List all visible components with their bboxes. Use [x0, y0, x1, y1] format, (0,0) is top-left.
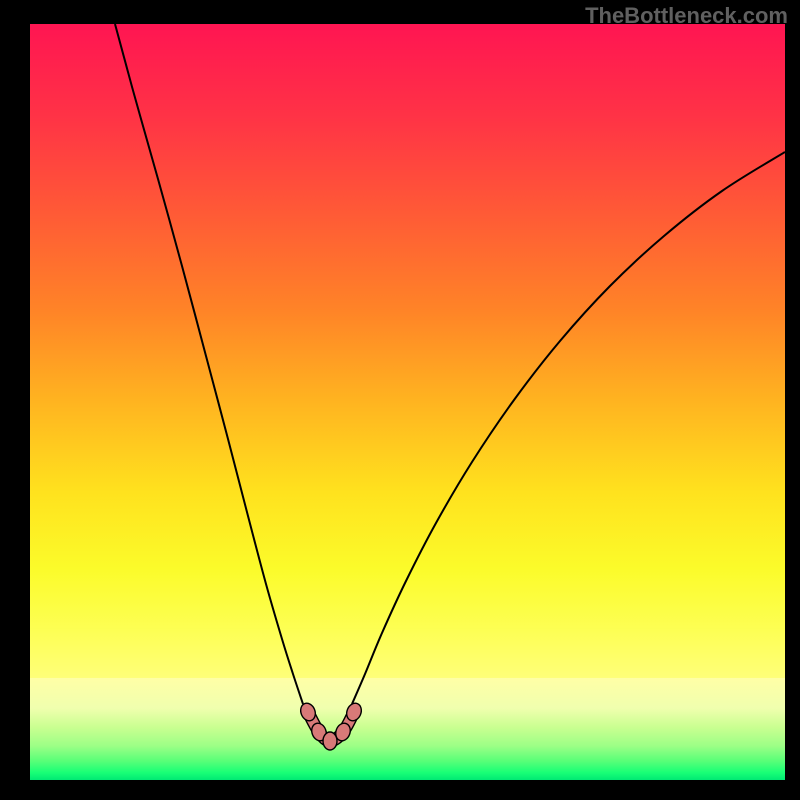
- watermark-text: TheBottleneck.com: [585, 3, 788, 29]
- canvas: TheBottleneck.com: [0, 0, 800, 800]
- plot-svg: [30, 24, 785, 780]
- plot-area: [30, 24, 785, 780]
- yellow-band: [30, 629, 785, 678]
